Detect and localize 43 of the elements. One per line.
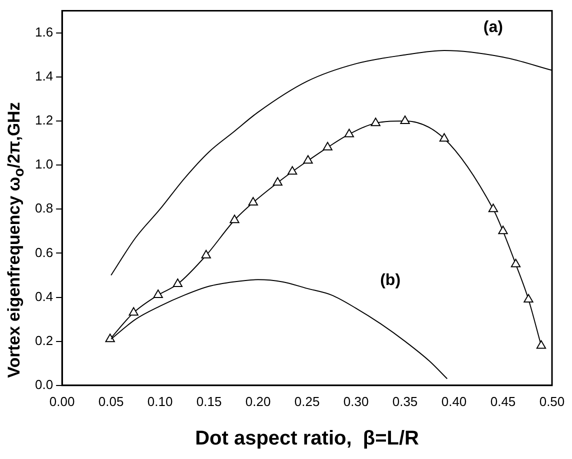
y-tick-label: 0.6 (34, 244, 54, 260)
x-tick-label: 0.50 (539, 394, 565, 409)
point (400, 115, 410, 124)
point (288, 166, 298, 175)
y-tick-label: 1.0 (34, 156, 54, 172)
x-tick-label: 0.25 (294, 394, 320, 409)
y-tick-label: 0.0 (34, 376, 54, 392)
point (536, 340, 546, 349)
x-tick-label: 0.30 (343, 394, 369, 409)
x-tick-label: 0.15 (196, 394, 222, 409)
x-tick-label: 0.20 (245, 394, 271, 409)
annotation: (a) (483, 19, 503, 36)
x-tick-label: 0.45 (490, 394, 516, 409)
point (439, 133, 450, 142)
point (248, 197, 258, 206)
annotation: (b) (380, 272, 401, 289)
point (488, 204, 498, 212)
point (230, 214, 240, 224)
y-tick-label: 1.6 (34, 24, 54, 40)
y-tick-label: 0.4 (34, 288, 54, 304)
point (498, 226, 508, 234)
point (510, 258, 521, 268)
x-tick-label: 0.10 (147, 394, 173, 409)
y-tick-label: 0.2 (34, 332, 54, 348)
x-tick-label: 0.35 (392, 394, 418, 409)
point (344, 128, 354, 138)
x-axis-title: Dot aspect ratio, β=L/R (195, 428, 420, 450)
point (153, 290, 163, 298)
point (272, 177, 282, 186)
y-tick-label: 0.8 (34, 200, 54, 216)
x-tick-label: 0.00 (49, 394, 75, 409)
point (322, 142, 332, 150)
point (201, 250, 211, 258)
point (128, 307, 138, 316)
x-tick-label: 0.40 (441, 394, 467, 409)
point (524, 294, 534, 302)
point (370, 118, 380, 126)
y-tick-label: 1.2 (34, 112, 54, 128)
x-tick-label: 0.05 (98, 394, 124, 409)
y-tick-label: 1.4 (34, 68, 54, 84)
point (303, 155, 313, 164)
point (105, 334, 115, 342)
point (172, 278, 183, 288)
